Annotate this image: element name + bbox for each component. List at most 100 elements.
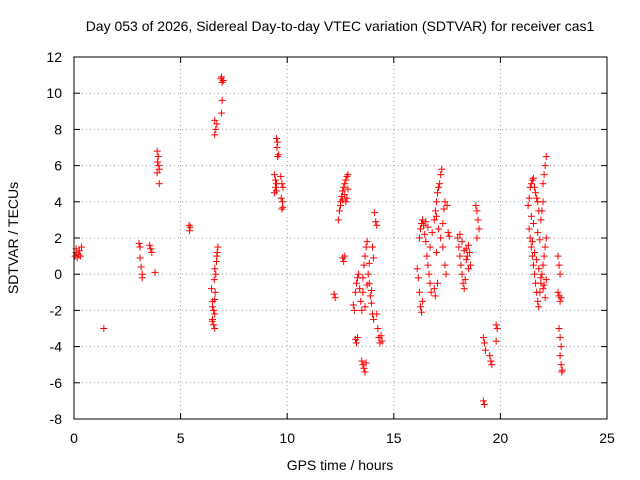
data-point — [437, 234, 445, 242]
y-tick-label: 2 — [54, 230, 62, 246]
data-point — [465, 248, 473, 256]
data-point — [349, 301, 357, 309]
data-point — [341, 180, 349, 188]
data-point — [426, 243, 434, 251]
data-point — [360, 261, 368, 269]
data-point — [352, 339, 360, 347]
data-point — [536, 288, 544, 296]
data-point — [370, 315, 378, 323]
data-point — [154, 153, 162, 161]
data-point — [430, 216, 438, 224]
data-point — [430, 285, 438, 293]
data-point — [420, 221, 428, 229]
data-point — [531, 183, 539, 191]
data-point — [211, 116, 219, 124]
data-point — [275, 151, 283, 159]
data-point — [542, 234, 550, 242]
data-point — [413, 265, 421, 273]
data-point — [359, 361, 367, 369]
x-tick-label: 5 — [177, 430, 185, 446]
data-point — [151, 268, 159, 276]
data-point — [441, 261, 449, 269]
data-point — [459, 279, 467, 287]
data-point — [362, 243, 370, 251]
data-point — [338, 192, 346, 200]
data-point — [334, 216, 342, 224]
data-point — [137, 263, 145, 271]
data-point — [351, 288, 359, 296]
data-point — [367, 299, 375, 307]
data-point — [538, 207, 546, 215]
data-point — [488, 361, 496, 369]
data-point — [525, 194, 533, 202]
data-point — [537, 274, 545, 282]
data-point — [541, 294, 549, 302]
data-point — [155, 165, 163, 173]
data-point — [358, 306, 366, 314]
data-point — [370, 254, 378, 262]
data-point — [213, 120, 221, 128]
data-point — [539, 180, 547, 188]
data-point — [556, 297, 564, 305]
data-point — [528, 252, 536, 260]
y-tick-label: -2 — [50, 302, 63, 318]
data-point — [208, 285, 216, 293]
data-point — [537, 216, 545, 224]
x-tick-label: 15 — [386, 430, 402, 446]
data-point — [473, 234, 481, 242]
data-point — [539, 261, 547, 269]
data-point — [439, 220, 447, 228]
data-point — [355, 270, 363, 278]
data-point — [76, 252, 84, 260]
data-point — [339, 196, 347, 204]
data-point — [456, 230, 464, 238]
data-point — [209, 303, 217, 311]
data-point — [218, 96, 226, 104]
data-point — [365, 259, 373, 267]
y-tick-label: 8 — [54, 121, 62, 137]
data-point — [556, 352, 564, 360]
data-point — [536, 236, 544, 244]
data-point — [270, 189, 278, 197]
data-point — [419, 297, 427, 305]
data-point — [423, 252, 431, 260]
data-point — [539, 198, 547, 206]
data-point — [367, 286, 375, 294]
data-point — [461, 276, 469, 284]
y-tick-label: 6 — [54, 158, 62, 174]
y-tick-labels: -8 -6 -4 -2 0 2 4 6 8 10 12 — [46, 49, 62, 427]
data-point — [422, 238, 430, 246]
data-point — [363, 238, 371, 246]
data-point — [360, 364, 368, 372]
data-point — [443, 201, 451, 209]
data-point — [428, 229, 436, 237]
data-point — [492, 337, 500, 345]
data-point — [454, 234, 462, 242]
data-point — [212, 270, 220, 278]
data-point — [457, 261, 465, 269]
data-point — [153, 169, 161, 177]
data-point — [210, 321, 218, 329]
data-point — [339, 187, 347, 195]
data-point — [445, 232, 453, 240]
data-point — [538, 270, 546, 278]
data-point — [528, 176, 536, 184]
data-point — [463, 252, 471, 260]
data-point — [419, 216, 427, 224]
data-point — [480, 339, 488, 347]
data-point — [373, 221, 381, 229]
data-point — [340, 258, 348, 266]
data-point — [535, 265, 543, 273]
data-point — [73, 254, 81, 262]
data-point — [441, 198, 449, 206]
axis-ticks — [73, 56, 608, 420]
data-point — [135, 239, 143, 247]
data-point — [533, 256, 541, 264]
data-point — [335, 207, 343, 215]
data-point — [214, 243, 222, 251]
data-point — [427, 288, 435, 296]
data-point — [456, 252, 464, 260]
data-point — [213, 248, 221, 256]
data-point — [557, 361, 565, 369]
data-point — [352, 279, 360, 287]
